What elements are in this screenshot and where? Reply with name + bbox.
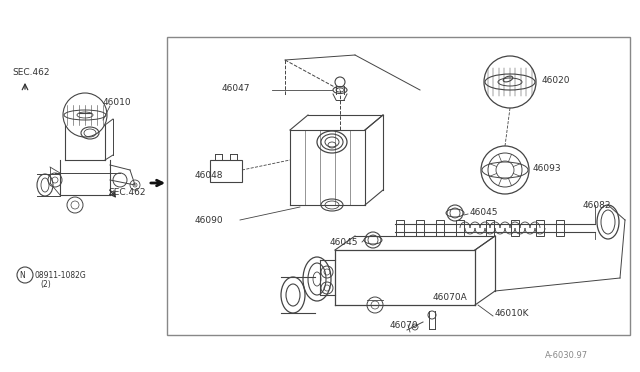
Text: 46070A: 46070A: [433, 294, 468, 302]
Text: 46048: 46048: [195, 170, 223, 180]
Text: 46093: 46093: [533, 164, 562, 173]
Text: 46045: 46045: [470, 208, 499, 217]
Text: N: N: [19, 270, 25, 279]
Bar: [167, 37, 630, 335]
Text: 46070: 46070: [390, 321, 419, 330]
Bar: [486, 220, 494, 236]
Text: 46010: 46010: [103, 97, 132, 106]
Text: 46010K: 46010K: [495, 308, 529, 317]
Bar: [210, 160, 242, 182]
Text: 46047: 46047: [222, 83, 250, 93]
Bar: [536, 220, 544, 236]
Text: (2): (2): [40, 280, 51, 289]
Text: SEC.462: SEC.462: [12, 67, 49, 77]
Text: 46020: 46020: [542, 76, 570, 84]
Bar: [556, 220, 564, 236]
Bar: [416, 220, 424, 236]
Text: 46090: 46090: [195, 215, 223, 224]
Text: 46045: 46045: [330, 237, 358, 247]
Text: 46082: 46082: [583, 201, 611, 209]
Text: 08911-1082G: 08911-1082G: [34, 270, 86, 279]
Bar: [396, 220, 404, 236]
Text: SEC.462: SEC.462: [108, 187, 145, 196]
Bar: [436, 220, 444, 236]
Bar: [511, 220, 519, 236]
Bar: [456, 220, 464, 236]
Text: A-6030.97: A-6030.97: [545, 350, 588, 359]
